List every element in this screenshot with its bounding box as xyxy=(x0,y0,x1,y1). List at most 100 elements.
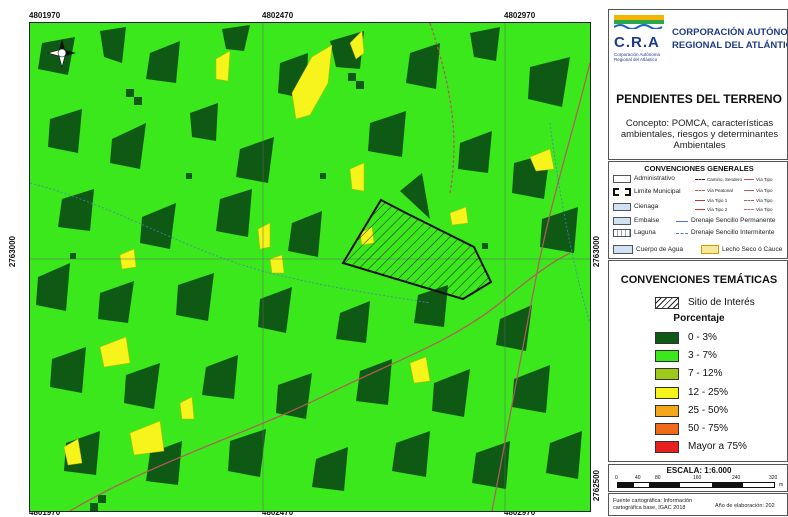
via-tipo1-label: Vía Tipo 1 xyxy=(707,198,728,203)
via-tipo-b-label: Vía Tipo xyxy=(756,188,773,193)
embalse-label: Embalse xyxy=(634,217,660,224)
class-1-label: 0 - 3% xyxy=(688,332,717,343)
coordinate-grid xyxy=(30,23,590,511)
legend-panel: CORPORACIÓN AUTÓNOMA REGIONAL DEL ATLÁNT… xyxy=(608,9,788,516)
concept-line-1: Concepto: POMCA, características xyxy=(625,118,774,129)
map-canvas xyxy=(30,23,590,511)
coord-top-1: 4801970 xyxy=(29,11,61,20)
class-5-label: 25 - 50% xyxy=(688,405,729,416)
elaboration-year: Año de elaboración: 202 xyxy=(715,503,775,509)
scale-tick-160: 160 xyxy=(693,475,702,481)
coord-left: 2763000 xyxy=(8,236,17,268)
drenaje-perm-label: Drenaje Sencillo Permanente xyxy=(691,217,776,224)
class-6-label: 50 - 75% xyxy=(688,423,729,434)
class-4-swatch xyxy=(655,387,679,399)
administrativo-label: Administrativo xyxy=(634,175,675,182)
sitio-swatch xyxy=(655,297,679,309)
concept-line-2: ambientales, riesgos y determinantes xyxy=(620,129,779,140)
general-conventions-box: CONVENCIONES GENERALES Administrativo Ca… xyxy=(608,161,788,259)
roads xyxy=(69,23,590,511)
scale-box: ESCALA: 1:6.000 0 40 80 160 240 320 m xyxy=(608,464,788,492)
coord-right-1: 2763000 xyxy=(592,236,601,268)
org-name-line2: REGIONAL DEL ATLÁNTICO xyxy=(672,40,788,51)
class-2-swatch xyxy=(655,350,679,362)
via-tipo2-label: Vía Tipo 2 xyxy=(707,207,728,212)
class-7-swatch xyxy=(655,441,679,453)
lecho-seco-swatch xyxy=(701,245,719,254)
via-tipo1-line xyxy=(695,200,705,201)
scale-tick-0: 0 xyxy=(615,475,618,481)
cuerpo-agua-label: Cuerpo de Agua xyxy=(636,246,683,253)
header-box: CORPORACIÓN AUTÓNOMA REGIONAL DEL ATLÁNT… xyxy=(608,9,788,160)
via-tipo-c-label: Vía Tipo xyxy=(756,198,773,203)
concept-line-3: Ambientales xyxy=(673,140,726,151)
thematic-conventions-title: CONVENCIONES TEMÁTICAS xyxy=(620,274,778,286)
drenaje-int-line xyxy=(676,233,688,234)
limite-label: Limite Municipal xyxy=(634,188,681,195)
cienaga-swatch xyxy=(613,203,631,211)
general-conventions-title: CONVENCIONES GENERALES xyxy=(644,164,754,173)
embalse-swatch xyxy=(613,217,631,225)
lecho-seco-label: Lecho Seco ó Cauce xyxy=(722,246,783,253)
slope-map[interactable] xyxy=(29,22,591,512)
drenaje-perm-line xyxy=(676,221,688,222)
map-title: PENDIENTES DEL TERRENO xyxy=(616,92,782,106)
porcentaje-title: Porcentaje xyxy=(673,313,725,324)
org-name-line1: CORPORACIÓN AUTÓNOMA xyxy=(672,27,788,38)
laguna-label: Laguna xyxy=(634,229,656,236)
source-line-1: Fuente cartográfica: Información xyxy=(613,498,693,504)
camino-label: Camino, Sendero xyxy=(707,177,743,182)
cienaga-label: Cienaga xyxy=(634,203,659,210)
thematic-conventions-box: CONVENCIONES TEMÁTICAS Sitio de Interés … xyxy=(608,260,788,462)
coord-bottom-2: 4802470 xyxy=(262,508,294,517)
source-line-2: cartográfica base, IGAC 2018 xyxy=(613,505,686,511)
cuerpo-agua-swatch xyxy=(613,245,633,254)
org-acronym: C.R.A xyxy=(614,34,660,51)
via-tipo2-line xyxy=(695,209,705,210)
scale-tick-240: 240 xyxy=(732,475,741,481)
limite-swatch xyxy=(613,188,631,196)
camino-line xyxy=(695,179,705,180)
coord-right-2: 2762500 xyxy=(592,470,601,502)
compass-rose-icon xyxy=(46,39,76,69)
coord-top-2: 4802470 xyxy=(262,11,294,20)
administrativo-swatch xyxy=(613,175,631,183)
class-7-label: Mayor a 75% xyxy=(688,441,747,452)
via-tipo-a-line xyxy=(744,179,754,180)
coord-top-3: 4802970 xyxy=(504,11,536,20)
scale-unit: m xyxy=(779,482,784,488)
scale-title: ESCALA: 1:6.000 xyxy=(666,466,732,475)
via-peatonal-label: Vía Peatonal xyxy=(707,188,733,193)
org-subtitle: Corporación Autónoma Regional del Atlánt… xyxy=(614,52,661,62)
concept-text: Concepto: POMCA, características ambient… xyxy=(612,118,787,151)
drainage-lines xyxy=(30,122,590,324)
scale-bar xyxy=(617,482,775,488)
via-tipo-a-label: Vía Tipo xyxy=(756,177,773,182)
slope-0-3-patches xyxy=(36,25,582,511)
via-tipo-c-line xyxy=(744,200,754,201)
coord-bottom-1: 4801970 xyxy=(29,508,61,517)
class-6-swatch xyxy=(655,423,679,435)
class-1-swatch xyxy=(655,332,679,344)
class-4-label: 12 - 25% xyxy=(688,387,729,398)
sitio-label: Sitio de Interés xyxy=(688,297,755,308)
scale-tick-80: 80 xyxy=(655,475,661,481)
class-3-swatch xyxy=(655,368,679,380)
source-box: Fuente cartográfica: Información cartogr… xyxy=(608,493,788,516)
drenaje-int-label: Drenaje Sencillo Intermitente xyxy=(691,229,775,236)
slope-12-25-patches xyxy=(63,30,555,466)
scale-tick-40: 40 xyxy=(635,475,641,481)
via-tipo-d-label: Vía Tipo xyxy=(756,207,773,212)
coord-bottom-3: 4802970 xyxy=(504,508,536,517)
class-2-label: 3 - 7% xyxy=(688,350,717,361)
via-peatonal-line xyxy=(695,190,705,191)
class-3-label: 7 - 12% xyxy=(688,368,723,379)
class-5-swatch xyxy=(655,405,679,417)
scale-tick-320: 320 xyxy=(769,475,778,481)
via-tipo-d-line xyxy=(744,209,754,210)
via-tipo-b-line xyxy=(744,190,754,191)
site-of-interest[interactable] xyxy=(341,198,493,301)
cra-logo-wave-icon xyxy=(614,15,664,29)
laguna-swatch xyxy=(613,229,631,237)
map-frame: 4801970 4802470 4802970 4801970 4802470 … xyxy=(8,11,601,517)
